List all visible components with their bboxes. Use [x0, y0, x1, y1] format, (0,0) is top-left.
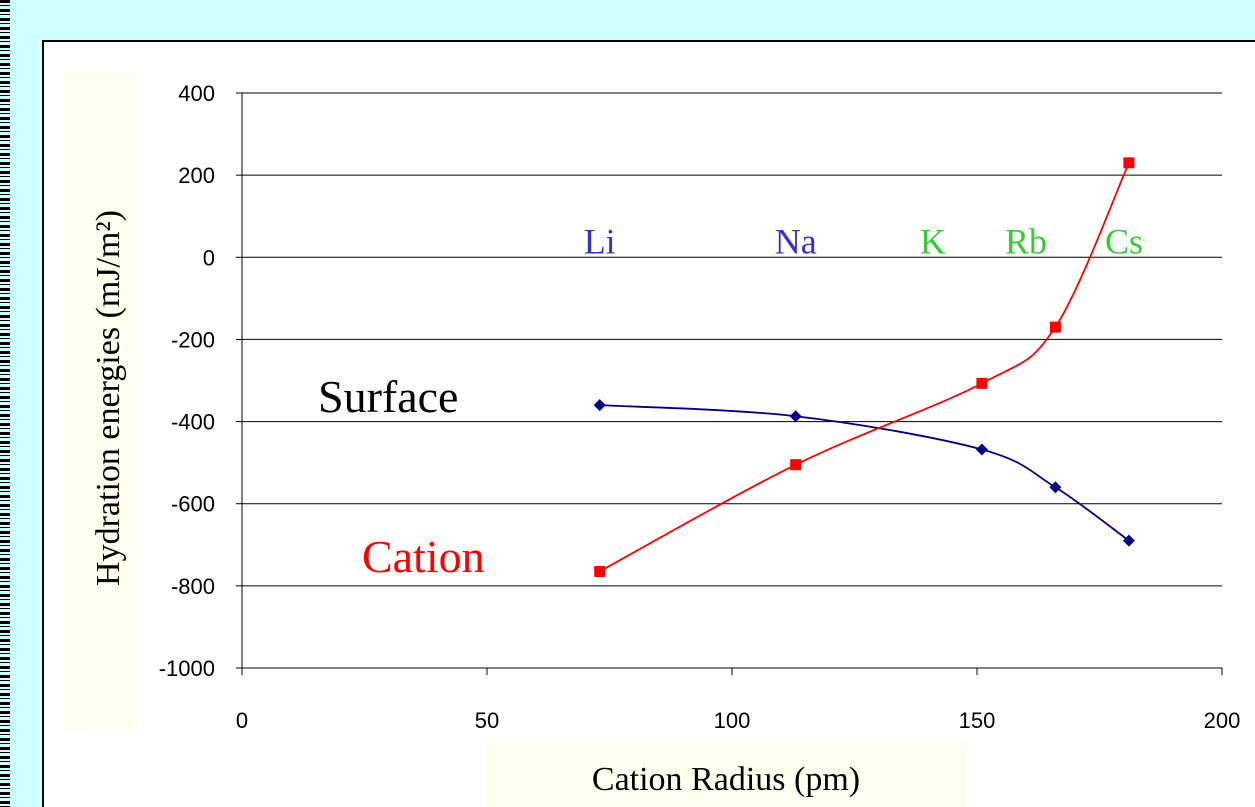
x-tick-label: 200: [1204, 708, 1241, 733]
series-lines: [599, 162, 1130, 573]
y-tick-label: -800: [171, 574, 215, 599]
y-tick-label: -600: [171, 492, 215, 517]
data-point-square: [1123, 157, 1135, 169]
data-point-square: [790, 459, 802, 471]
tick-labels: 400 200 0 -200 -400 -600 -800 -1000 0 50 100 150 200: [159, 81, 1241, 733]
data-point-square: [594, 565, 606, 577]
series-label-cation: Cation: [362, 531, 485, 582]
y-tick-label: -1000: [159, 656, 215, 681]
x-tick-label: 0: [236, 708, 248, 733]
y-tick-label: 400: [178, 81, 215, 106]
decorative-film-strip: [0, 0, 10, 807]
y-tick-label: -200: [171, 327, 215, 352]
element-label: K: [920, 221, 946, 261]
series-line-cation: [599, 162, 1130, 573]
x-axis-label-background: [486, 740, 966, 807]
chart-frame: [42, 40, 1255, 807]
data-point-square: [976, 377, 988, 389]
series-line-surface: [599, 404, 1130, 542]
data-point-diamond: [1049, 481, 1062, 494]
element-label: Na: [775, 221, 817, 261]
data-point-square: [1049, 321, 1061, 333]
element-label: Li: [584, 221, 616, 261]
y-tick-label: 200: [178, 163, 215, 188]
data-point-diamond: [593, 399, 606, 412]
series-label-surface: Surface: [318, 371, 458, 422]
y-tick-label: 0: [203, 245, 215, 270]
x-tick-label: 100: [714, 708, 751, 733]
annotations: Surface Cation Li Na K Rb Cs: [318, 221, 1143, 582]
element-label: Rb: [1005, 221, 1047, 261]
y-axis-label-background: [64, 72, 138, 730]
x-tick-label: 150: [959, 708, 996, 733]
y-axis-label: Hydration energies (mJ/m²): [90, 210, 127, 586]
x-tick-label: 50: [475, 708, 499, 733]
x-axis-label: Cation Radius (pm): [592, 761, 860, 798]
series-markers: [593, 157, 1135, 577]
y-tick-label: -400: [171, 410, 215, 435]
data-point-diamond: [789, 410, 802, 423]
axes: [236, 92, 1223, 675]
element-label: Cs: [1105, 221, 1143, 261]
data-point-diamond: [975, 443, 988, 456]
data-point-diamond: [1122, 534, 1135, 547]
